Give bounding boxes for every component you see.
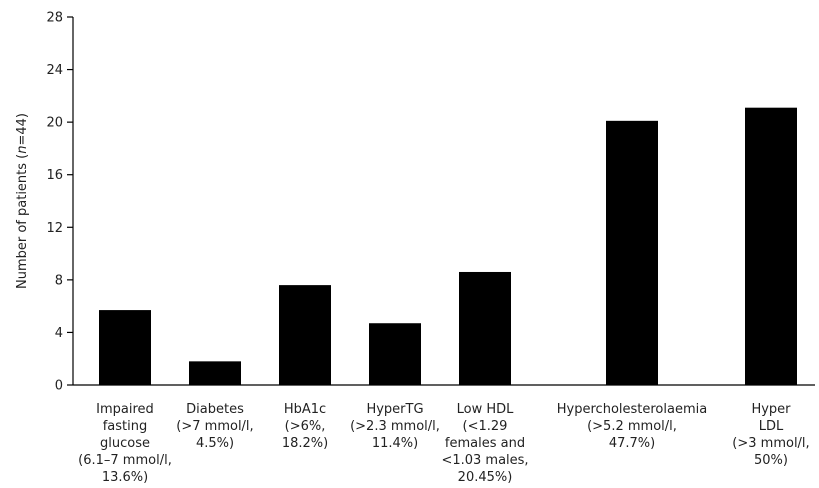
y-axis-title-italic: n	[15, 146, 30, 154]
y-axis: 0 4 8 12 16 20 24 28	[46, 11, 74, 394]
x-category-label-line: Diabetes	[186, 402, 244, 417]
x-category-label: HbA1c (>6%, 18.2%)	[282, 402, 328, 451]
x-category-label-line: fasting	[103, 419, 148, 434]
x-category-label-line: 18.2%)	[282, 436, 328, 451]
x-category-label: Hypercholesterolaemia (>5.2 mmol/l, 47.7%)	[557, 402, 707, 451]
bar	[369, 323, 421, 385]
x-category-label-line: (6.1–7 mmol/l,	[78, 453, 172, 468]
y-axis-title-suffix: =44)	[15, 113, 30, 146]
y-tick-label: 28	[46, 11, 63, 26]
x-category-label-line: (>2.3 mmol/l,	[350, 419, 440, 434]
bar	[279, 285, 331, 385]
x-category-label-line: (<1.29	[463, 419, 508, 434]
y-tick-label: 4	[55, 326, 63, 341]
category-labels: Impaired fasting glucose (6.1–7 mmol/l, 13.6…	[78, 402, 810, 485]
bar	[459, 271, 511, 385]
x-category-label-line: HbA1c	[284, 402, 326, 417]
x-category-label-line: (>6%,	[285, 419, 326, 434]
x-category-label-line: (>3 mmol/l,	[732, 436, 809, 451]
x-category-label-line: Impaired	[96, 402, 154, 417]
x-category-label-line: LDL	[759, 419, 784, 434]
x-category-label-line: 11.4%)	[372, 436, 418, 451]
x-category-label: Diabetes (>7 mmol/l, 4.5%)	[176, 402, 253, 451]
x-category-label: Hyper LDL (>3 mmol/l, 50%)	[732, 402, 809, 468]
x-category-label-line: HyperTG	[366, 402, 423, 417]
x-category-label-line: (>7 mmol/l,	[176, 419, 253, 434]
x-category-label-line: (>5.2 mmol/l,	[587, 419, 677, 434]
y-tick-label: 12	[46, 221, 63, 236]
x-category-label-line: 50%)	[754, 453, 788, 468]
bar	[99, 310, 151, 385]
y-tick-label: 20	[46, 116, 63, 131]
x-category-label: Impaired fasting glucose (6.1–7 mmol/l, 13.6…	[78, 402, 172, 485]
x-category-label-line: Hypercholesterolaemia	[557, 402, 707, 417]
y-tick-label: 0	[55, 379, 63, 394]
x-category-label-line: 13.6%)	[102, 470, 148, 485]
x-category-label-line: females and	[445, 436, 525, 451]
x-category-label-line: glucose	[100, 436, 150, 451]
y-axis-title-prefix: Number of patients (	[15, 154, 30, 289]
bar	[189, 361, 241, 385]
x-category-label-line: Hyper	[751, 402, 791, 417]
bar	[606, 120, 658, 385]
x-category-label: Low HDL (<1.29 females and <1.03 males, 20.4…	[441, 402, 528, 485]
x-category-label-line: 47.7%)	[609, 436, 655, 451]
x-category-label-line: Low HDL	[457, 402, 515, 417]
bars	[99, 107, 797, 385]
x-category-label-line: 4.5%)	[196, 436, 234, 451]
x-category-label-line: 20.45%)	[458, 470, 513, 485]
x-category-label-line: <1.03 males,	[441, 453, 528, 468]
y-tick-label: 16	[46, 168, 63, 183]
y-tick-label: 24	[46, 63, 63, 78]
bar	[745, 107, 797, 385]
y-tick-label: 8	[55, 273, 63, 288]
y-axis-title: Number of patients (n=44)	[15, 113, 30, 289]
x-category-label: HyperTG (>2.3 mmol/l, 11.4%)	[350, 402, 440, 451]
